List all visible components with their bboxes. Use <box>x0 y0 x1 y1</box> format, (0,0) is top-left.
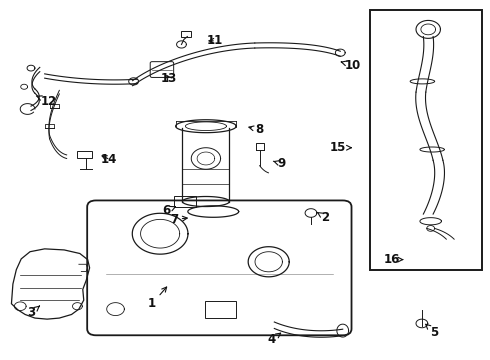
Bar <box>369 10 482 270</box>
Text: 13: 13 <box>161 72 177 85</box>
Text: 10: 10 <box>341 59 361 72</box>
Text: 1: 1 <box>148 287 167 310</box>
Bar <box>180 31 191 37</box>
Text: 12: 12 <box>36 95 57 108</box>
Text: 3: 3 <box>27 306 40 319</box>
Text: 14: 14 <box>101 153 117 166</box>
Text: 9: 9 <box>273 157 286 170</box>
Text: 6: 6 <box>163 204 175 217</box>
Text: 7: 7 <box>170 213 187 226</box>
Text: 15: 15 <box>330 141 351 154</box>
Text: 4: 4 <box>268 333 281 346</box>
Text: 11: 11 <box>207 34 223 48</box>
Bar <box>77 150 92 158</box>
Text: 8: 8 <box>249 123 264 136</box>
Text: 2: 2 <box>318 211 330 224</box>
Text: 16: 16 <box>383 253 403 266</box>
Text: 5: 5 <box>426 324 439 339</box>
Bar <box>174 196 196 207</box>
Bar <box>204 301 236 318</box>
